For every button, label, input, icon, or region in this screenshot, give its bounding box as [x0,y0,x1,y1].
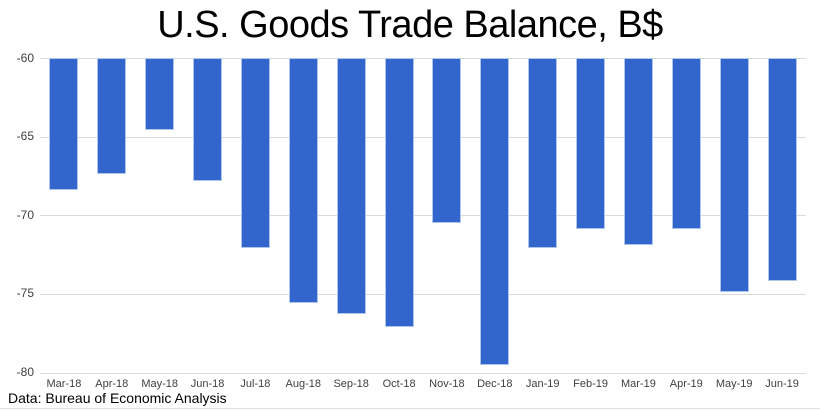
x-tick-label: May-18 [141,378,179,390]
chart-title: U.S. Goods Trade Balance, B$ [157,4,663,46]
x-tick-label: Jan-19 [525,378,560,390]
gridline--70 [40,215,806,217]
bar-Sep-18 [336,58,366,315]
y-tick-label: -65 [16,129,34,144]
x-tick-label: Sep-18 [333,378,369,390]
x-tick-label: Jun-18 [190,378,225,390]
gridline--80 [40,372,806,374]
x-tick-label: Jun-19 [765,378,799,390]
bar-Nov-18 [432,58,462,224]
x-tick-label: Oct-18 [382,378,416,390]
x-tick-label: Mar-19 [620,378,656,390]
bar-May-19 [719,58,749,293]
bar-Mar-19 [623,58,653,246]
bar-May-18 [145,58,175,131]
x-tick-label: Apr-18 [95,378,129,390]
y-tick-label: -80 [16,365,34,379]
bar-Jan-19 [528,58,558,249]
source-note: Data: Bureau of Economic Analysis [8,390,227,406]
bar-Dec-18 [480,58,510,365]
bar-Feb-19 [576,58,606,230]
x-tick-label: Nov-18 [429,378,465,390]
y-tick-label: -75 [16,286,34,301]
bottom-divider [0,408,820,409]
bar-Mar-18 [49,58,79,191]
y-tick-label: -70 [16,207,34,222]
x-tick-label: Aug-18 [285,378,322,390]
bar-Apr-19 [671,58,701,230]
bar-Aug-18 [288,58,318,304]
x-tick-label: Dec-18 [477,378,513,390]
x-tick-label: Jul-18 [240,378,271,390]
x-tick-label: Apr-19 [669,378,703,390]
gridline--65 [40,136,806,138]
bar-Apr-18 [97,58,127,175]
x-tick-label: Mar-18 [46,378,82,390]
y-tick-label: -60 [16,50,34,65]
gridline--75 [40,293,806,295]
bar-Jul-18 [240,58,270,249]
x-tick-label: Feb-19 [573,378,609,390]
bar-Jun-18 [193,58,223,181]
bar-Jun-19 [767,58,797,282]
bar-Oct-18 [384,58,414,327]
x-tick-label: May-19 [715,378,753,390]
gridline--60 [40,58,806,59]
